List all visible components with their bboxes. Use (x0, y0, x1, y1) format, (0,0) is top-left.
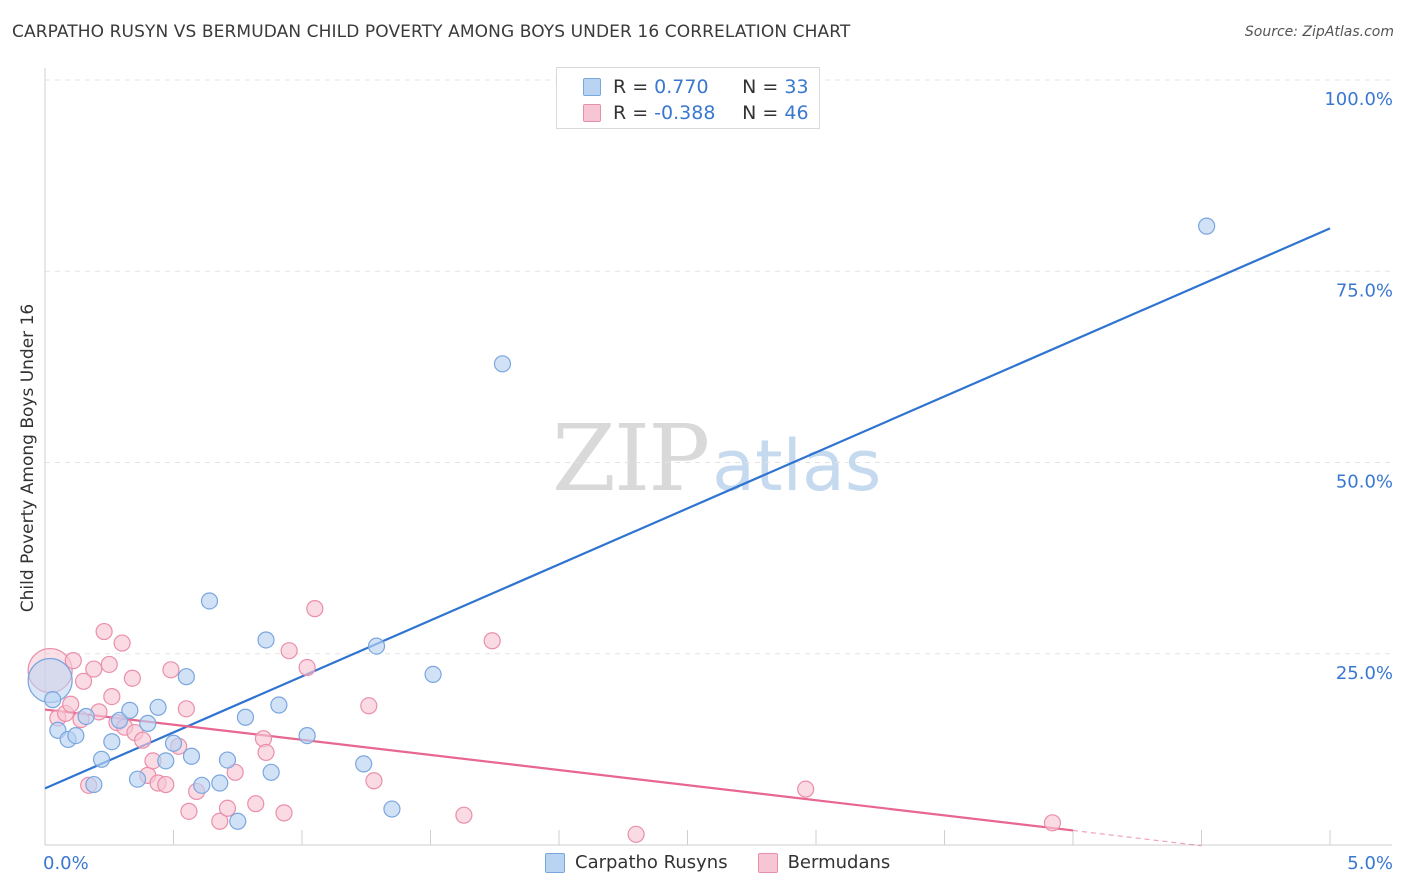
bermudan-point (64, 652, 82, 670)
chart-title: CARPATHO RUSYN VS BERMUDAN CHILD POVERTY… (12, 22, 851, 42)
carpatho-rusyn-point (149, 698, 167, 716)
carpatho-rusyn-point (262, 763, 280, 781)
legend-r-value: 0.770 (654, 76, 709, 98)
carpatho-rusyn-point (103, 733, 121, 751)
series-swatch-pink (757, 852, 778, 873)
x-tick-label: 5.0% (1347, 853, 1393, 874)
bermudan-point (123, 669, 141, 687)
bermudan-point (85, 660, 103, 678)
carpatho-rusyn-point (92, 750, 111, 768)
bermudan-point (483, 632, 501, 650)
legend-r-label: R = (613, 102, 649, 124)
carpatho-rusyn-point (85, 775, 103, 794)
carpatho-rusyn-point (164, 734, 183, 752)
bermudan-point (113, 634, 131, 652)
carpatho-rusyn-point (128, 770, 147, 788)
bermudan-point (218, 799, 237, 817)
bermudan-point (275, 804, 293, 822)
series-legend-bermudans: Bermudans (757, 852, 891, 873)
bermudan-point (280, 642, 298, 660)
legend-n-value: 33 (784, 76, 809, 98)
bermudan-point (627, 825, 645, 843)
point-layer (27, 217, 1216, 843)
bermudan-point (298, 658, 316, 677)
bermudan-trendline-extension (1072, 829, 1202, 847)
correlation-legend: R = 0.770 N = 33 R = -0.388 N = 46 (556, 67, 820, 129)
bermudan-point (100, 655, 118, 674)
carpatho-rusyn-point (424, 665, 442, 684)
carpatho-rusyn-point (67, 727, 85, 745)
bermudan-point (180, 802, 198, 820)
legend-row-carpatho-rusyns: R = 0.770 N = 33 (583, 76, 809, 98)
legend-r-label: R = (613, 76, 649, 98)
bermudan-point (211, 812, 229, 830)
carpatho-rusyn-point (139, 714, 157, 732)
carpatho-rusyn-point (383, 800, 401, 818)
carpatho-rusyn-point (298, 727, 316, 745)
series-legend: Carpatho Rusyns Bermudans (545, 852, 920, 873)
bermudan-point (134, 731, 152, 749)
bermudan-point (157, 775, 175, 794)
axis-layer (44, 68, 1392, 846)
carpatho-rusyn-point (44, 691, 62, 709)
bermudan-point (74, 672, 93, 690)
y-tick-label: 75.0% (1336, 280, 1393, 301)
carpatho-rusyn-point (229, 812, 247, 830)
bermudan-point (95, 622, 113, 641)
carpatho-rusyn-point (182, 747, 201, 765)
carpatho-rusyn-point (177, 668, 195, 686)
y-tick-label: 100.0% (1324, 89, 1393, 110)
carpatho-rusyn-point (236, 708, 255, 726)
grid-layer (45, 79, 1392, 655)
bermudan-point (257, 743, 275, 762)
bermudan-point (226, 763, 244, 781)
carpatho-rusyn-point (367, 637, 386, 655)
carpatho-rusyn-trendline (44, 227, 1331, 790)
carpatho-rusyn-point (218, 751, 237, 769)
legend-n-label: N = (742, 102, 779, 124)
series-legend-carpatho-rusyns: Carpatho Rusyns (545, 852, 728, 873)
x-tick-label: 0.0% (43, 853, 89, 874)
bermudan-point (360, 697, 378, 715)
y-axis-label: Child Poverty Among Boys Under 16 (18, 303, 38, 613)
bermudan-point (247, 795, 265, 813)
series-label: Bermudans (787, 852, 891, 873)
tick-label-layer: 25.0% 50.0% 75.0% 100.0% 0.0% 5.0% (43, 89, 1393, 874)
bermudan-point (306, 600, 324, 618)
legend-n-value: 46 (784, 102, 809, 124)
trend-layer (44, 227, 1331, 847)
carpatho-rusyn-point (355, 755, 373, 773)
series-swatch-blue (545, 852, 565, 873)
series-label: Carpatho Rusyns (575, 852, 728, 873)
carpatho-rusyn-point (493, 355, 512, 373)
bermudan-point (1043, 814, 1062, 832)
carpatho-rusyn-point (193, 776, 211, 794)
bermudan-point (103, 687, 121, 706)
legend-swatch-pink (583, 104, 601, 122)
carpatho-rusyn-point (121, 701, 139, 719)
y-tick-label: 25.0% (1336, 663, 1393, 684)
carpatho-rusyn-point (257, 631, 275, 649)
bermudan-point (797, 780, 815, 798)
legend-n-label: N = (742, 76, 779, 98)
bermudan-point (455, 806, 473, 824)
carpatho-rusyn-point (270, 696, 288, 714)
bermudan-point (177, 700, 195, 718)
chart-source: Source: ZipAtlas.com (1244, 24, 1394, 40)
carpatho-rusyn-point (110, 711, 129, 729)
legend-row-bermudans: R = -0.388 N = 46 (583, 102, 809, 124)
carpatho-rusyn-point (77, 707, 95, 726)
legend-swatch-blue (583, 78, 601, 96)
bermudan-point (162, 661, 180, 679)
carpatho-rusyn-point (211, 774, 229, 792)
bermudan-point (365, 772, 383, 790)
bermudan-trendline (44, 708, 1074, 832)
carpatho-rusyn-point (157, 752, 175, 770)
bermudan-point (62, 695, 80, 713)
y-tick-label: 50.0% (1336, 472, 1393, 493)
legend-r-value: -0.388 (654, 102, 716, 124)
carpatho-rusyn-point (200, 592, 219, 610)
carpatho-rusyn-point (1198, 217, 1216, 235)
